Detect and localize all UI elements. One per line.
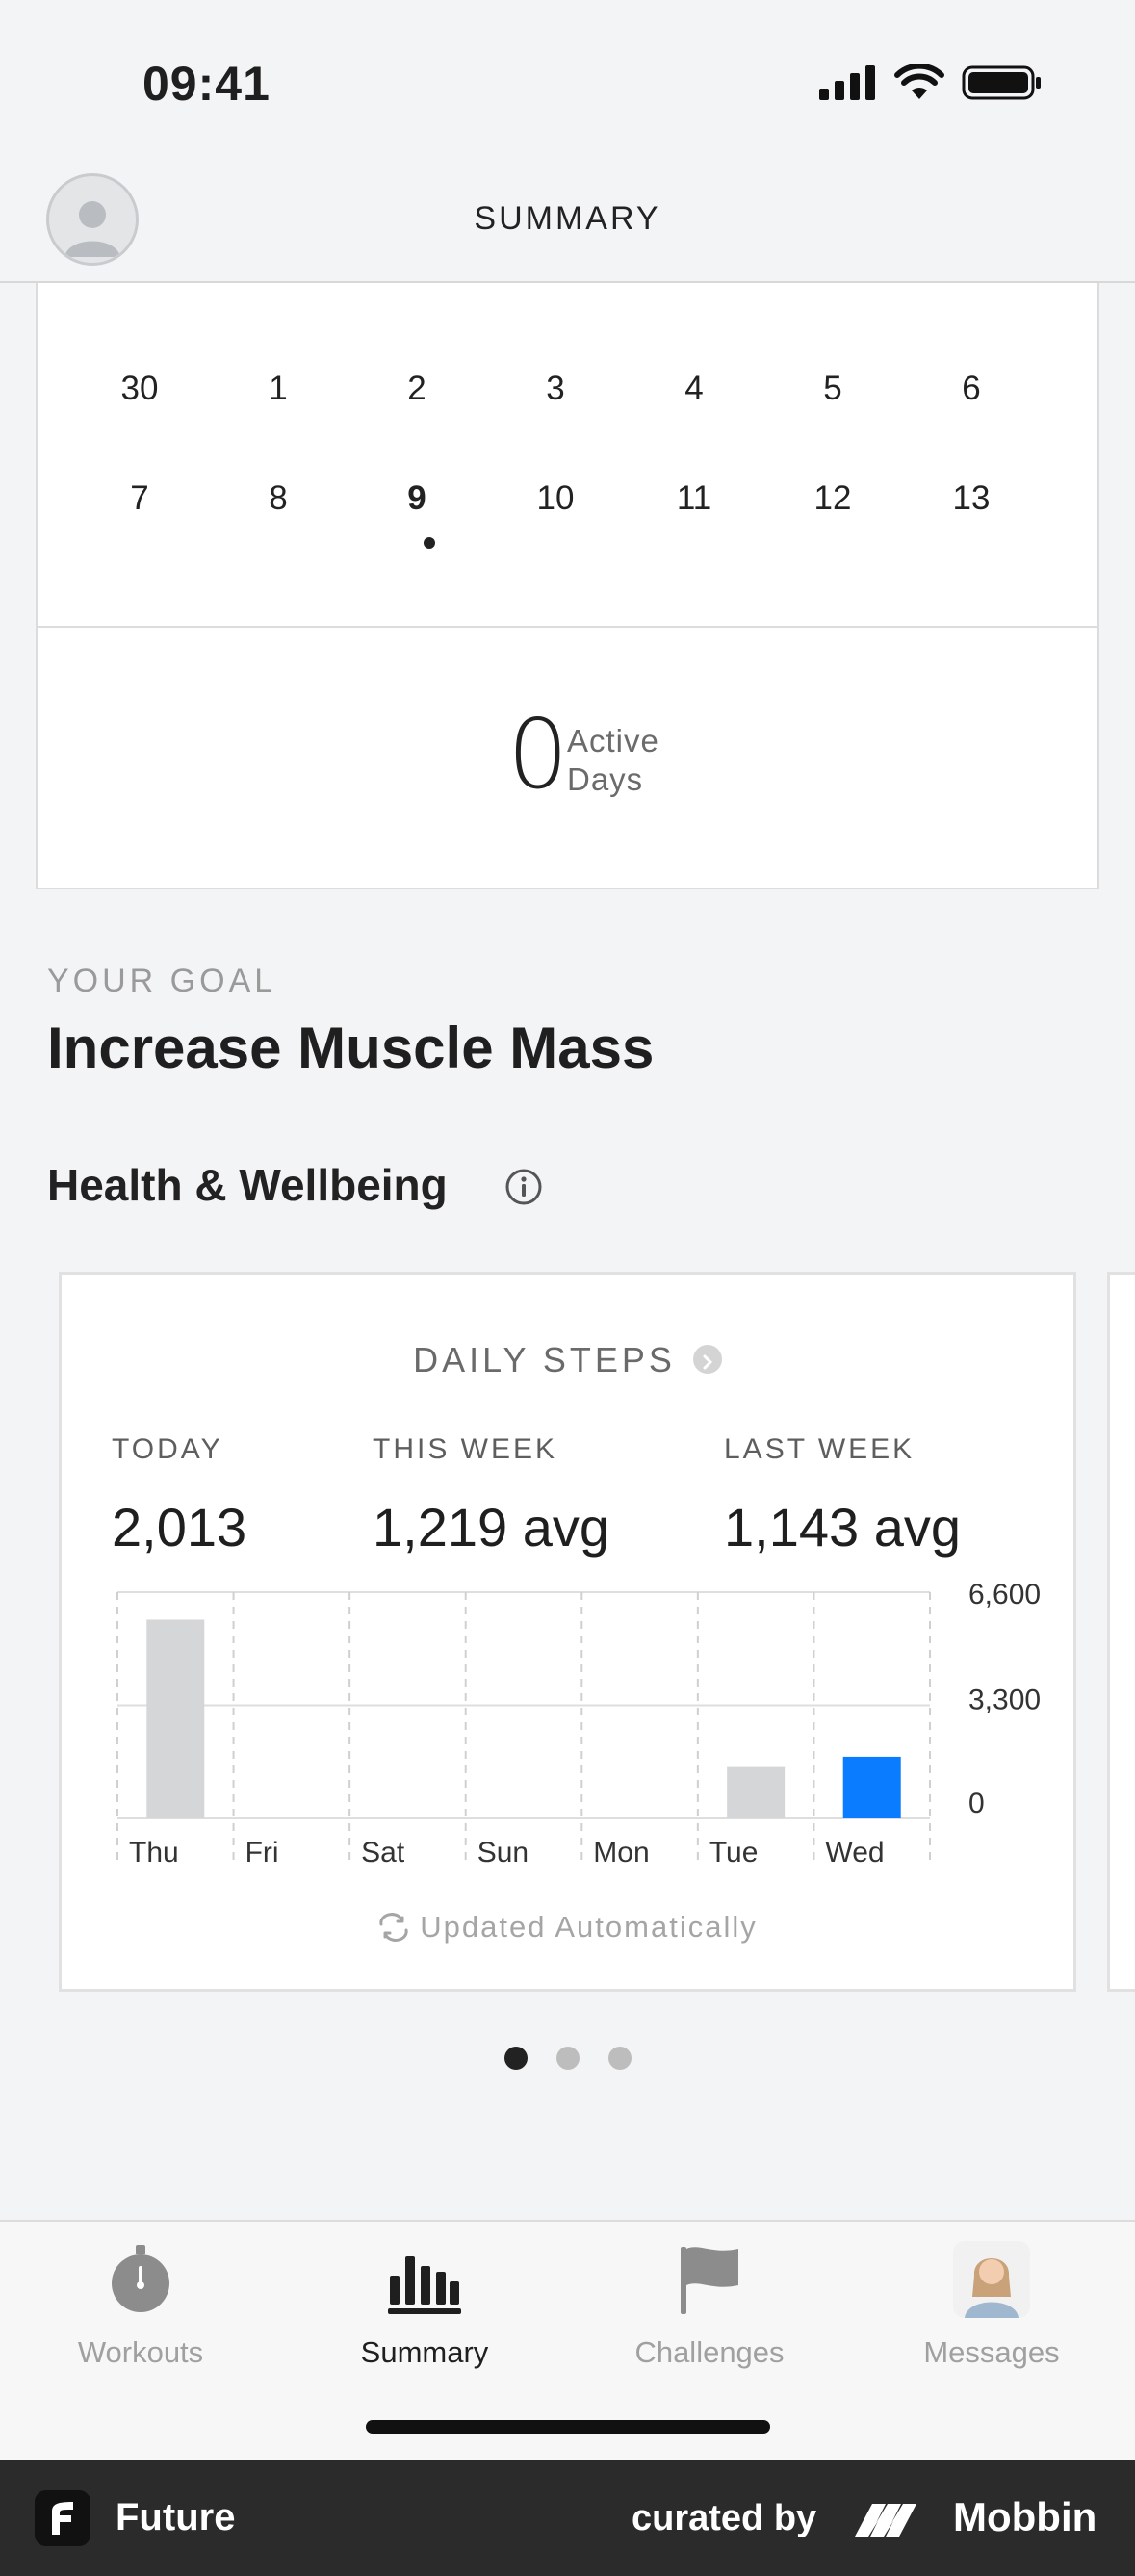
footer-app-name: Future <box>116 2496 236 2538</box>
chart-x-label: Fri <box>245 1837 279 1868</box>
calendar-day[interactable]: 3 <box>546 370 565 407</box>
active-days-label-line2: Days <box>567 761 644 797</box>
info-icon[interactable] <box>504 1168 543 1206</box>
bar-chart-icon <box>388 2256 461 2314</box>
active-days-label-line1: Active <box>567 723 659 759</box>
tab-workouts[interactable]: Workouts <box>20 2241 261 2370</box>
chart-bar <box>727 1766 786 1818</box>
tab-label: Summary <box>360 2335 489 2369</box>
goal-title: Increase Muscle Mass <box>47 1016 655 1080</box>
calendar-day[interactable]: 12 <box>813 479 852 517</box>
calendar-row-week1: 30 1 2 3 4 5 6 <box>38 370 1097 427</box>
pager-dot[interactable] <box>607 2047 632 2070</box>
calendar-day[interactable]: 7 <box>130 479 149 517</box>
calendar-card: 23 24 25 26 27 28 29 30 1 2 3 4 5 6 7 8 … <box>36 252 1099 889</box>
tab-label: Messages <box>923 2335 1060 2369</box>
person-placeholder-icon <box>64 201 120 257</box>
calendar-day[interactable]: 4 <box>684 370 704 407</box>
steps-card-title[interactable]: DAILY STEPS <box>62 1340 1073 1380</box>
status-bar: 09:41 <box>0 0 1135 164</box>
today-label: TODAY <box>112 1433 223 1465</box>
wifi-icon <box>894 64 944 99</box>
profile-avatar-button[interactable] <box>46 173 139 266</box>
chart-x-label: Sun <box>477 1837 529 1868</box>
status-icons <box>819 64 1043 102</box>
tab-label: Challenges <box>634 2335 785 2369</box>
chart-x-label: Thu <box>129 1837 179 1868</box>
tab-messages[interactable]: Messages <box>871 2241 1112 2370</box>
chart-y-label: 3,300 <box>968 1685 1041 1716</box>
today-value: 2,013 <box>112 1497 247 1558</box>
footer-brand-name: Mobbin <box>953 2494 1097 2539</box>
pager-dot-active[interactable] <box>503 2047 528 2070</box>
calendar-day[interactable]: 5 <box>823 370 842 407</box>
calendar-row-week2: 7 8 9 10 11 12 13 <box>38 479 1097 549</box>
updated-automatically-text: Updated Automatically <box>420 1910 758 1944</box>
cellular-signal-icon <box>819 65 875 100</box>
this-week-value: 1,219 avg <box>373 1497 609 1558</box>
daily-steps-card[interactable]: DAILY STEPS TODAY 2,013 THIS WEEK 1,219 … <box>59 1272 1076 1992</box>
this-week-label: THIS WEEK <box>373 1433 558 1465</box>
chart-x-label: Tue <box>709 1837 759 1868</box>
chart-bar <box>146 1619 205 1818</box>
chart-x-label: Sat <box>361 1837 405 1868</box>
daily-steps-chart: Thu Fri Sat Sun Mon Tue Wed 6,600 3,300 0 <box>116 1579 1041 1868</box>
calendar-day[interactable]: 1 <box>269 370 288 407</box>
pager-dot[interactable] <box>555 2047 580 2070</box>
steps-card-title-text: DAILY STEPS <box>413 1340 676 1379</box>
calendar-day[interactable]: 30 <box>120 370 159 407</box>
next-card-peek[interactable] <box>1107 1272 1135 1992</box>
home-indicator[interactable] <box>366 2420 770 2434</box>
chart-x-label: Wed <box>825 1837 884 1868</box>
goal-eyebrow: YOUR GOAL <box>47 963 277 999</box>
last-week-value: 1,143 avg <box>724 1497 961 1558</box>
chart-y-label: 0 <box>968 1788 985 1819</box>
bottom-tab-bar: Workouts Summary Challenges Messages <box>0 2220 1135 2460</box>
mobbin-logo-icon <box>855 2504 916 2537</box>
active-days-count: 0 <box>507 698 569 811</box>
calendar-day[interactable]: 2 <box>407 370 426 407</box>
calendar-divider <box>38 626 1097 628</box>
tab-summary[interactable]: Summary <box>304 2241 545 2370</box>
footer-curated-by: curated by <box>632 2498 817 2538</box>
chart-y-label: 6,600 <box>968 1579 1041 1610</box>
calendar-day[interactable]: 11 <box>676 479 712 517</box>
chart-bar <box>842 1756 901 1818</box>
today-indicator-dot <box>424 537 435 549</box>
calendar-day[interactable]: 6 <box>962 370 981 407</box>
sync-icon <box>379 1912 408 1942</box>
tab-label: Workouts <box>77 2335 204 2369</box>
carousel-pager <box>0 2047 1135 2070</box>
status-time: 09:41 <box>142 57 271 111</box>
page-title: SUMMARY <box>474 200 661 237</box>
calendar-day[interactable]: 13 <box>952 479 991 517</box>
battery-icon <box>962 65 1041 100</box>
health-section-title: Health & Wellbeing <box>47 1160 448 1210</box>
chart-x-label: Mon <box>593 1837 649 1868</box>
updated-automatically-caption: Updated Automatically <box>62 1910 1073 1945</box>
chevron-right-icon <box>692 1345 722 1375</box>
last-week-label: LAST WEEK <box>724 1433 916 1465</box>
flag-icon <box>681 2247 738 2314</box>
calendar-day[interactable]: 8 <box>269 479 288 517</box>
active-days-label: Active Days <box>567 722 659 799</box>
future-logo-icon <box>35 2490 90 2546</box>
top-header: SUMMARY <box>0 164 1135 283</box>
tab-challenges[interactable]: Challenges <box>589 2241 830 2370</box>
calendar-day[interactable]: 10 <box>536 479 575 517</box>
coach-avatar <box>953 2241 1030 2318</box>
stopwatch-icon <box>112 2245 169 2312</box>
calendar-day-today[interactable]: 9 <box>407 479 426 517</box>
footer-banner: Future curated by Mobbin <box>0 2460 1135 2576</box>
